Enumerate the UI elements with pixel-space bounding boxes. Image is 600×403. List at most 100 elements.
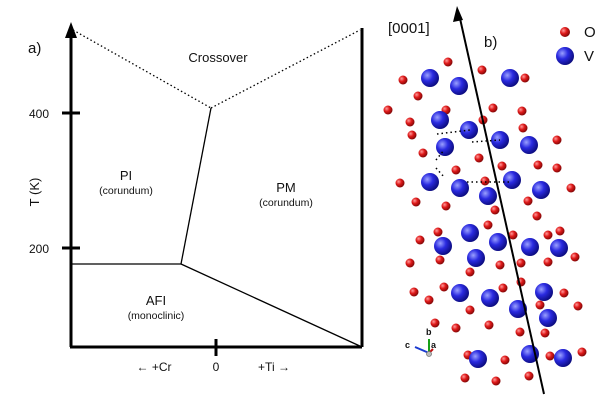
c-axis-line — [458, 13, 545, 395]
oxygen-atom — [552, 163, 562, 173]
oxygen-atom — [577, 347, 587, 357]
triad-c-axis — [414, 346, 430, 354]
oxygen-atom — [573, 301, 583, 311]
oxygen-atom — [497, 161, 507, 171]
oxygen-atom — [517, 106, 527, 116]
oxygen-atom — [395, 178, 405, 188]
vanadium-atom — [469, 350, 487, 368]
oxygen-atom — [451, 165, 461, 175]
vanadium-atom — [461, 224, 479, 242]
x-label-ti: +Ti → — [258, 360, 290, 374]
vanadium-atom — [481, 289, 499, 307]
vanadium-atom — [450, 77, 468, 95]
oxygen-atom — [488, 103, 498, 113]
region-crossover: Crossover — [188, 50, 248, 65]
boundary-pi-pm — [180, 107, 212, 265]
c-axis-arrow — [453, 6, 463, 22]
oxygen-atom — [418, 148, 428, 158]
oxygen-atom — [460, 373, 470, 383]
oxygen-atom — [484, 320, 494, 330]
oxygen-atom — [508, 230, 518, 240]
oxygen-atom — [439, 282, 449, 292]
panel-a: a) T (K) 400 200 0 ← +Cr +Ti → Crossover… — [27, 22, 364, 374]
region-afi-sub: (monoclinic) — [128, 310, 185, 322]
oxygen-atom — [383, 105, 393, 115]
vanadium-atom — [479, 187, 497, 205]
oxygen-atom — [490, 205, 500, 215]
vanadium-atom — [421, 173, 439, 191]
oxygen-atom — [430, 318, 440, 328]
oxygen-atom — [491, 376, 501, 386]
oxygen-atom — [518, 123, 528, 133]
vanadium-atom — [509, 300, 527, 318]
oxygen-atom — [409, 287, 419, 297]
vanadium-atom — [503, 171, 521, 189]
oxygen-atom — [465, 267, 475, 277]
oxygen-atom — [483, 220, 493, 230]
vanadium-atom — [434, 237, 452, 255]
vanadium-atom — [421, 69, 439, 87]
oxygen-atom — [451, 323, 461, 333]
axis-triad: b a c — [405, 327, 437, 357]
vanadium-atom — [467, 249, 485, 267]
panel-b: [0001] b) O V b a c — [383, 6, 596, 395]
oxygen-atom — [415, 235, 425, 245]
y-axis-arrow — [65, 22, 77, 38]
oxygen-atom — [532, 211, 542, 221]
y-axis-label: T (K) — [27, 178, 42, 207]
crystal-axis-label: [0001] — [388, 20, 430, 37]
triad-origin — [426, 351, 432, 357]
oxygen-atom — [441, 201, 451, 211]
oxygen-atom — [405, 258, 415, 268]
vanadium-atom — [431, 111, 449, 129]
oxygen-atom — [413, 91, 423, 101]
region-afi: AFI — [146, 293, 166, 308]
oxygen-atom — [524, 371, 534, 381]
oxygen-atom — [407, 130, 417, 140]
oxygen-atom — [495, 260, 505, 270]
crossover-right — [210, 29, 361, 109]
oxygen-atom — [474, 153, 484, 163]
vanadium-atom — [489, 233, 507, 251]
oxygen-atom — [570, 252, 580, 262]
oxygen-atom — [435, 255, 445, 265]
oxygen-atom — [480, 176, 490, 186]
vanadium-atom — [535, 283, 553, 301]
vanadium-atom — [550, 239, 568, 257]
vanadium-atom — [539, 309, 557, 327]
oxygen-atom — [498, 283, 508, 293]
dotted-bond — [436, 129, 471, 135]
x-tick-label-0: 0 — [213, 360, 220, 374]
oxygen-atom — [398, 75, 408, 85]
oxygen-atom — [566, 183, 576, 193]
oxygen-atom — [533, 160, 543, 170]
oxygen-atom — [543, 257, 553, 267]
y-tick-label-400: 400 — [29, 107, 49, 121]
panel-b-label: b) — [484, 34, 497, 51]
oxygen-atom — [540, 328, 550, 338]
x-label-cr: ← +Cr — [136, 360, 171, 374]
oxygen-atom — [559, 288, 569, 298]
panel-a-label: a) — [28, 40, 41, 57]
oxygen-atom — [535, 300, 545, 310]
legend-oxygen-atom — [560, 27, 570, 37]
oxygen-atom — [543, 230, 553, 240]
oxygen-atom — [433, 227, 443, 237]
vanadium-atom — [451, 179, 469, 197]
region-pm-sub: (corundum) — [259, 197, 313, 209]
dotted-bond — [471, 139, 501, 143]
vanadium-atom — [554, 349, 572, 367]
vanadium-atom — [532, 181, 550, 199]
oxygen-atom — [515, 327, 525, 337]
oxygen-atom — [516, 258, 526, 268]
atom-lattice — [383, 57, 587, 386]
region-pm: PM — [276, 180, 296, 195]
vanadium-atom — [436, 138, 454, 156]
oxygen-atom — [545, 351, 555, 361]
oxygen-atom — [424, 295, 434, 305]
triad-label-c: c — [405, 340, 410, 350]
dotted-bond — [435, 167, 446, 179]
oxygen-atom — [411, 197, 421, 207]
vanadium-atom — [451, 284, 469, 302]
